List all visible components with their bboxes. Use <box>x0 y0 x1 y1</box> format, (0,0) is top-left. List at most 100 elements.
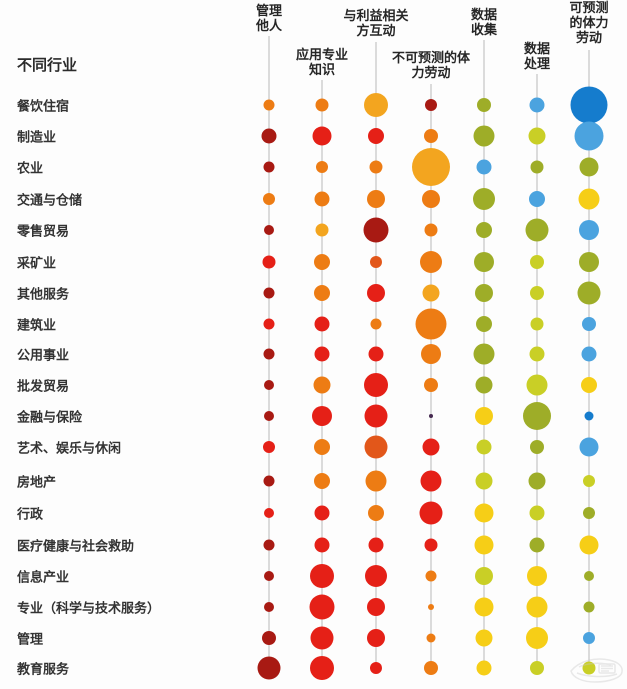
bubble-r4-c2 <box>314 191 330 207</box>
bubble-r16-c1 <box>264 571 274 581</box>
row-label: 信息产业 <box>17 569 70 585</box>
bubble-r3-c1 <box>263 161 275 173</box>
bubble-r9-c1 <box>263 348 275 360</box>
bubble-r8-c4 <box>415 308 447 340</box>
bubble-r1-c3 <box>364 93 388 117</box>
bubble-r10-c5 <box>475 376 493 394</box>
bubble-r7-c6 <box>530 286 544 300</box>
bubble-r18-c4 <box>426 633 436 643</box>
bubble-r14-c1 <box>264 508 274 518</box>
bubble-r4-c6 <box>529 191 545 207</box>
watermark-icon <box>570 658 623 683</box>
bubble-r15-c2 <box>314 537 330 553</box>
bubble-r11-c2 <box>312 406 332 426</box>
bubble-r3-c7 <box>579 157 599 177</box>
bubble-r12-c2 <box>314 439 330 455</box>
bubble-r15-c3 <box>368 537 384 553</box>
row-label: 房地产 <box>17 474 57 490</box>
bubble-r4-c5 <box>473 188 495 210</box>
bubble-r12-c5 <box>476 439 492 455</box>
row-label: 采矿业 <box>17 255 57 271</box>
bubble-r4-c1 <box>263 193 275 205</box>
bubble-r13-c4 <box>420 470 442 492</box>
bubble-r2-c4 <box>424 129 438 143</box>
column-header-line: 的体力 <box>569 15 609 30</box>
bubble-r12-c1 <box>263 441 275 453</box>
bubble-r10-c3 <box>364 373 388 397</box>
column-header-line: 力劳动 <box>411 65 451 80</box>
bubble-r1-c1 <box>263 99 275 111</box>
bubble-r5-c4 <box>424 223 438 237</box>
bubble-r17-c7 <box>583 601 595 613</box>
column-header-line: 方互动 <box>356 23 396 38</box>
bubble-r14-c5 <box>474 503 494 523</box>
bubble-r14-c7 <box>583 507 595 519</box>
row-label: 交通与仓储 <box>17 192 83 208</box>
row-label: 农业 <box>17 160 44 176</box>
column-header-line: 数据 <box>523 41 551 56</box>
bubble-r12-c7 <box>579 437 599 457</box>
bubble-r13-c2 <box>314 473 330 489</box>
column-header-line: 数据 <box>470 7 498 22</box>
bubble-r9-c3 <box>368 346 384 362</box>
bubble-r2-c3 <box>368 128 384 144</box>
bubble-r5-c5 <box>476 222 492 238</box>
bubble-r3-c6 <box>530 160 544 174</box>
bubble-r8-c2 <box>314 316 330 332</box>
bubble-r12-c3 <box>364 435 388 459</box>
bubble-r15-c6 <box>529 537 545 553</box>
bubble-r9-c7 <box>581 346 597 362</box>
bubble-r7-c5 <box>475 284 493 302</box>
bubble-r8-c6 <box>530 317 544 331</box>
bubble-r5-c3 <box>363 217 389 243</box>
column-header-line: 应用专业 <box>295 47 349 62</box>
row-label: 零售贸易 <box>17 223 70 239</box>
bubble-r5-c6 <box>525 218 549 242</box>
column-header: 数据 处理 <box>524 41 550 71</box>
bubble-r6-c1 <box>262 255 276 269</box>
bubble-r3-c3 <box>369 160 383 174</box>
column-line <box>321 80 323 668</box>
bubble-r3-c2 <box>316 161 328 173</box>
bubble-r19-c6 <box>530 661 544 675</box>
row-label: 管理 <box>17 631 44 647</box>
bubble-r13-c5 <box>475 472 493 490</box>
bubble-r7-c2 <box>314 285 330 301</box>
bubble-r19-c7 <box>582 661 596 675</box>
bubble-r17-c2 <box>309 594 335 620</box>
bubble-r1-c6 <box>529 97 545 113</box>
bubble-r3-c5 <box>476 159 492 175</box>
bubble-r10-c2 <box>313 376 331 394</box>
bubble-r17-c6 <box>526 596 548 618</box>
column-header-line: 处理 <box>523 56 551 71</box>
bubble-r12-c6 <box>530 440 544 454</box>
bubble-r13-c1 <box>263 475 275 487</box>
row-label: 餐饮住宿 <box>17 98 70 114</box>
bubble-r19-c4 <box>424 661 438 675</box>
column-header-line: 劳动 <box>575 30 603 45</box>
column-header-line: 与利益相关 <box>343 8 409 23</box>
row-label: 医疗健康与社会救助 <box>17 538 135 554</box>
column-header-line: 知识 <box>308 62 336 77</box>
bubble-r15-c7 <box>579 535 599 555</box>
row-label: 建筑业 <box>17 317 57 333</box>
bubble-r1-c7 <box>570 86 608 124</box>
bubble-r2-c7 <box>574 121 604 151</box>
bubble-r19-c2 <box>310 656 334 680</box>
bubble-r8-c1 <box>263 318 275 330</box>
bubble-r17-c1 <box>264 602 274 612</box>
row-label: 艺术、娱乐与休闲 <box>17 440 122 456</box>
bubble-r4-c7 <box>578 188 600 210</box>
bubble-r18-c1 <box>262 631 276 645</box>
column-header-line: 管理 <box>255 3 283 18</box>
bubble-r18-c7 <box>583 632 595 644</box>
row-label: 批发贸易 <box>17 378 70 394</box>
column-header: 可预测 的体力 劳动 <box>569 0 608 45</box>
bubble-r18-c2 <box>310 626 334 650</box>
row-label: 行政 <box>17 506 44 522</box>
bubble-r6-c3 <box>370 256 382 268</box>
bubble-r9-c4 <box>421 344 441 364</box>
bubble-r5-c7 <box>579 220 599 240</box>
bubble-r5-c1 <box>264 225 274 235</box>
bubble-r2-c2 <box>312 126 332 146</box>
